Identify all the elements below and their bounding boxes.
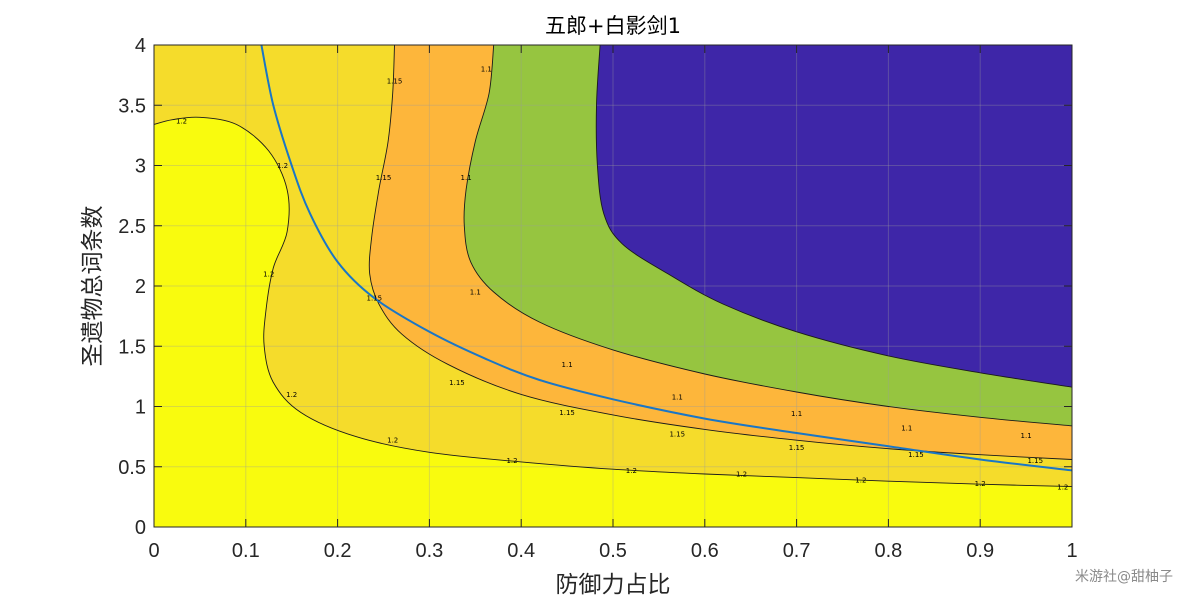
contour-label: 1.2 (506, 457, 517, 465)
watermark: 米游社@甜柚子 (1075, 569, 1173, 585)
contour-label: 1.15 (367, 295, 383, 303)
contour-label: 1.2 (975, 480, 986, 488)
contour-label: 1.15 (559, 409, 575, 417)
x-tick-label: 1 (1066, 540, 1077, 562)
contour-label: 1.2 (277, 162, 288, 170)
plot-area (154, 45, 1073, 527)
contour-label: 1.15 (908, 451, 924, 459)
contour-label: 1.15 (1027, 457, 1043, 465)
contour-label: 1.1 (672, 393, 683, 401)
x-tick-label: 0 (148, 540, 159, 562)
y-tick-label: 0.5 (118, 457, 146, 479)
x-tick-label: 0.6 (691, 540, 719, 562)
x-tick-label: 0.4 (507, 540, 535, 562)
x-axis-label: 防御力占比 (556, 572, 671, 598)
axes: 0 0.1 0.2 0.3 0.4 0.5 0.6 0.7 0.8 0.9 1 0 0.5 1 1.5 2 2.… (118, 35, 1077, 562)
x-tick-label: 0.7 (783, 540, 811, 562)
blue-curve (260, 44, 1073, 472)
x-tick-label: 0.2 (324, 540, 352, 562)
contour-label: 1.2 (736, 470, 747, 478)
contour-label: 1.1 (901, 425, 912, 433)
x-tick-label: 0.9 (966, 540, 994, 562)
contour-label: 1.2 (387, 437, 398, 445)
y-tick-label: 2.5 (118, 216, 146, 238)
contour-label: 1.2 (626, 467, 637, 475)
x-tick-label: 0.1 (232, 540, 260, 562)
contour-label: 1.1 (461, 174, 472, 182)
contour-label: 1.2 (286, 391, 297, 399)
contour-label: 1.2 (1057, 484, 1068, 492)
y-tick-label: 4 (135, 35, 146, 57)
grid-lines (154, 45, 1072, 527)
y-tick-label: 2 (135, 276, 146, 298)
y-axis-label: 圣遗物总词条数 (80, 206, 106, 367)
y-tick-label: 0 (135, 517, 146, 539)
contour-label: 1.2 (855, 477, 866, 485)
contour-line-1.2 (153, 116, 1073, 488)
y-tick-label: 3 (135, 156, 146, 178)
contour-labels: 1.15 1.1 1.2 1.2 1.15 1.1 1.2 1.15 1.1 1.2 1.15 1.1… (176, 66, 1068, 492)
contour-label: 1.1 (791, 410, 802, 418)
contour-label: 1.15 (669, 431, 685, 439)
x-tick-label: 0.8 (874, 540, 902, 562)
contour-line-1.15 (368, 44, 1073, 460)
contour-label: 1.1 (470, 289, 481, 297)
contour-label: 1.15 (789, 444, 805, 452)
contour-label: 1.15 (387, 78, 403, 86)
contour-label: 1.15 (376, 174, 392, 182)
contour-lines (153, 44, 1073, 488)
x-tick-label: 0.3 (415, 540, 443, 562)
contour-label: 1.1 (562, 361, 573, 369)
contour-label: 1.2 (176, 117, 187, 125)
y-tick-label: 3.5 (118, 95, 146, 117)
x-tick-label: 0.5 (599, 540, 627, 562)
contour-line-inner (595, 44, 1073, 388)
y-tick-label: 1.5 (118, 336, 146, 358)
contour-label: 1.1 (481, 66, 492, 74)
contour-label: 1.15 (449, 379, 465, 387)
contour-line-1.1 (463, 44, 1073, 427)
contour-label: 1.1 (1021, 432, 1032, 440)
chart-title: 五郎+白影剑1 (545, 14, 681, 38)
y-tick-label: 1 (135, 397, 146, 419)
contour-label: 1.2 (263, 270, 274, 278)
region-below-1.1 (596, 45, 1072, 388)
